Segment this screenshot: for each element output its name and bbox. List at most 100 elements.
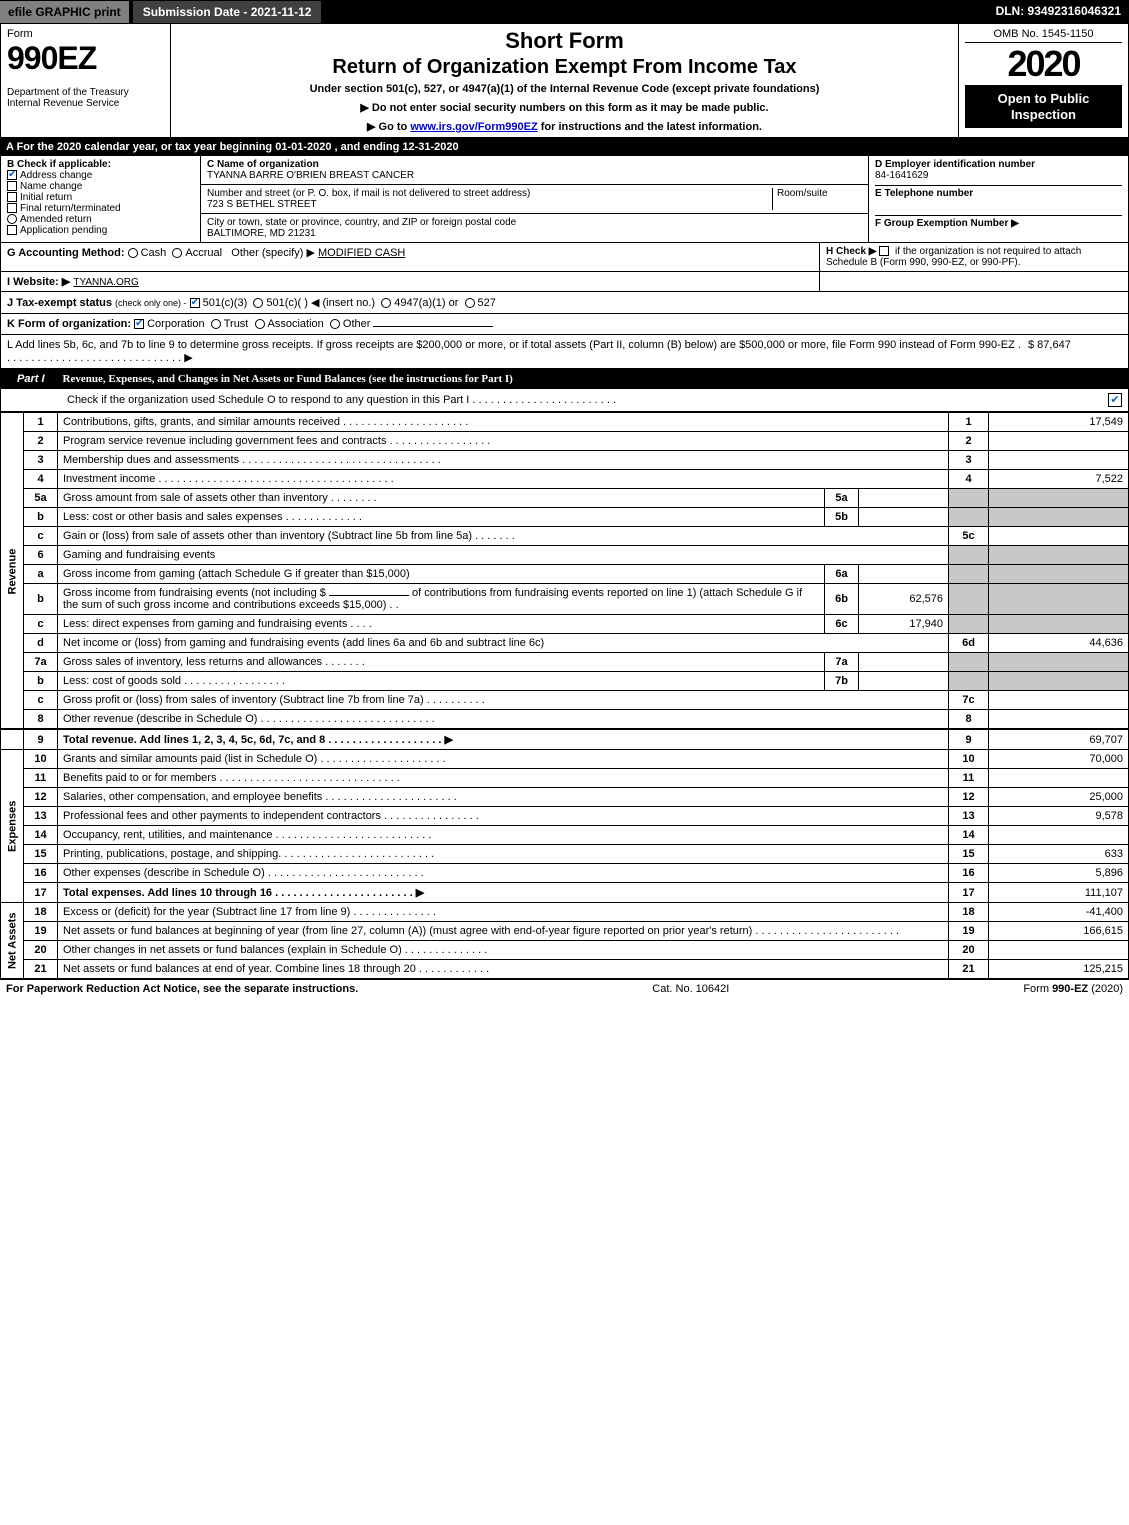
revenue-side-label: Revenue <box>1 413 24 730</box>
lineno: 9 <box>24 729 58 750</box>
radio-icon[interactable] <box>253 298 263 308</box>
line-num: 12 <box>949 788 989 807</box>
line-num: 4 <box>949 470 989 489</box>
shaded-cell <box>989 672 1129 691</box>
lineno: a <box>24 565 58 584</box>
line-k: K Form of organization: Corporation Trus… <box>0 314 1129 335</box>
checkbox-icon[interactable] <box>879 246 889 256</box>
line-desc: Gain or (loss) from sale of assets other… <box>58 527 949 546</box>
phone-label: E Telephone number <box>875 185 1122 199</box>
line-num: 21 <box>949 960 989 979</box>
dln-label: DLN: 93492316046321 <box>988 0 1129 24</box>
cb-amended[interactable]: Amended return <box>7 214 194 225</box>
cb-final-return[interactable]: Final return/terminated <box>7 203 194 214</box>
tax-year: 2020 <box>965 43 1122 85</box>
lineno: 5a <box>24 489 58 508</box>
title-return: Return of Organization Exempt From Incom… <box>177 56 952 79</box>
shaded-cell <box>949 615 989 634</box>
line-num: 7c <box>949 691 989 710</box>
lineno: b <box>24 584 58 615</box>
cb-pending[interactable]: Application pending <box>7 225 194 236</box>
irs-link[interactable]: www.irs.gov/Form990EZ <box>410 121 537 133</box>
j-opt3: 4947(a)(1) or <box>394 297 458 309</box>
line-num: 3 <box>949 451 989 470</box>
line-desc: Total expenses. Add lines 10 through 16 … <box>58 883 949 903</box>
radio-icon[interactable] <box>211 319 221 329</box>
part1-checkbox[interactable] <box>1108 393 1122 407</box>
checkbox-icon[interactable] <box>134 319 144 329</box>
line-amount: 111,107 <box>989 883 1129 903</box>
cb-label: Amended return <box>20 214 92 225</box>
table-row: 13 Professional fees and other payments … <box>1 807 1129 826</box>
radio-icon[interactable] <box>255 319 265 329</box>
row-gh: G Accounting Method: Cash Accrual Other … <box>0 243 1129 272</box>
lineno: 6 <box>24 546 58 565</box>
checkbox-icon[interactable] <box>190 298 200 308</box>
table-row: Net Assets 18 Excess or (deficit) for th… <box>1 903 1129 922</box>
shaded-cell <box>949 653 989 672</box>
table-row: Expenses 10 Grants and similar amounts p… <box>1 750 1129 769</box>
line-amount <box>989 769 1129 788</box>
netassets-side-label: Net Assets <box>1 903 24 979</box>
j-label: J Tax-exempt status <box>7 297 112 309</box>
radio-icon[interactable] <box>128 248 138 258</box>
efile-print-button[interactable]: efile GRAPHIC print <box>0 1 129 23</box>
line-amount: 25,000 <box>989 788 1129 807</box>
line-amount: 633 <box>989 845 1129 864</box>
footer-right: Form 990-EZ (2020) <box>1023 983 1123 995</box>
checkbox-icon <box>7 181 17 191</box>
line-h: H Check ▶ if the organization is not req… <box>819 243 1129 272</box>
line-amount <box>989 826 1129 845</box>
lineno: 11 <box>24 769 58 788</box>
top-bar: efile GRAPHIC print Submission Date - 20… <box>0 0 1129 24</box>
subval <box>859 508 949 527</box>
form-word: Form <box>7 28 164 40</box>
radio-icon[interactable] <box>465 298 475 308</box>
radio-icon[interactable] <box>172 248 182 258</box>
k-corp: Corporation <box>147 318 204 330</box>
table-row: c Less: direct expenses from gaming and … <box>1 615 1129 634</box>
cb-initial-return[interactable]: Initial return <box>7 192 194 203</box>
cb-name-change[interactable]: Name change <box>7 181 194 192</box>
sublabel: 7a <box>825 653 859 672</box>
line-amount: -41,400 <box>989 903 1129 922</box>
line-desc: Gaming and fundraising events <box>58 546 949 565</box>
line-num: 2 <box>949 432 989 451</box>
line-desc: Professional fees and other payments to … <box>58 807 949 826</box>
table-row: 14 Occupancy, rent, utilities, and maint… <box>1 826 1129 845</box>
lineno: 14 <box>24 826 58 845</box>
radio-icon[interactable] <box>330 319 340 329</box>
radio-icon[interactable] <box>381 298 391 308</box>
city-value: BALTIMORE, MD 21231 <box>207 228 862 239</box>
lineno: 15 <box>24 845 58 864</box>
line-a-period: A For the 2020 calendar year, or tax yea… <box>0 138 1129 156</box>
table-row: b Less: cost or other basis and sales ex… <box>1 508 1129 527</box>
table-row: 4 Investment income . . . . . . . . . . … <box>1 470 1129 489</box>
street-value: 723 S BETHEL STREET <box>207 199 772 210</box>
radio-icon <box>7 214 17 224</box>
lineno: b <box>24 672 58 691</box>
table-row: 7a Gross sales of inventory, less return… <box>1 653 1129 672</box>
website-value[interactable]: TYANNA.ORG <box>73 277 138 288</box>
lineno: 20 <box>24 941 58 960</box>
line-desc: Gross income from gaming (attach Schedul… <box>58 565 825 584</box>
shaded-cell <box>989 615 1129 634</box>
lineno: 10 <box>24 750 58 769</box>
entity-block: B Check if applicable: Address change Na… <box>0 156 1129 243</box>
g-other-value: MODIFIED CASH <box>318 247 405 259</box>
line-num: 8 <box>949 710 989 730</box>
cb-address-change[interactable]: Address change <box>7 170 194 181</box>
checkbox-icon <box>7 225 17 235</box>
footer-left: For Paperwork Reduction Act Notice, see … <box>6 983 358 995</box>
line-desc: Occupancy, rent, utilities, and maintena… <box>58 826 949 845</box>
sublabel: 7b <box>825 672 859 691</box>
table-row: 8 Other revenue (describe in Schedule O)… <box>1 710 1129 730</box>
table-row: 19 Net assets or fund balances at beginn… <box>1 922 1129 941</box>
lineno: 3 <box>24 451 58 470</box>
line-l: L Add lines 5b, 6c, and 7b to line 9 to … <box>0 335 1129 369</box>
table-row: Revenue 1 Contributions, gifts, grants, … <box>1 413 1129 432</box>
table-row: 16 Other expenses (describe in Schedule … <box>1 864 1129 883</box>
table-row: 3 Membership dues and assessments . . . … <box>1 451 1129 470</box>
line-num: 6d <box>949 634 989 653</box>
line-amount: 9,578 <box>989 807 1129 826</box>
